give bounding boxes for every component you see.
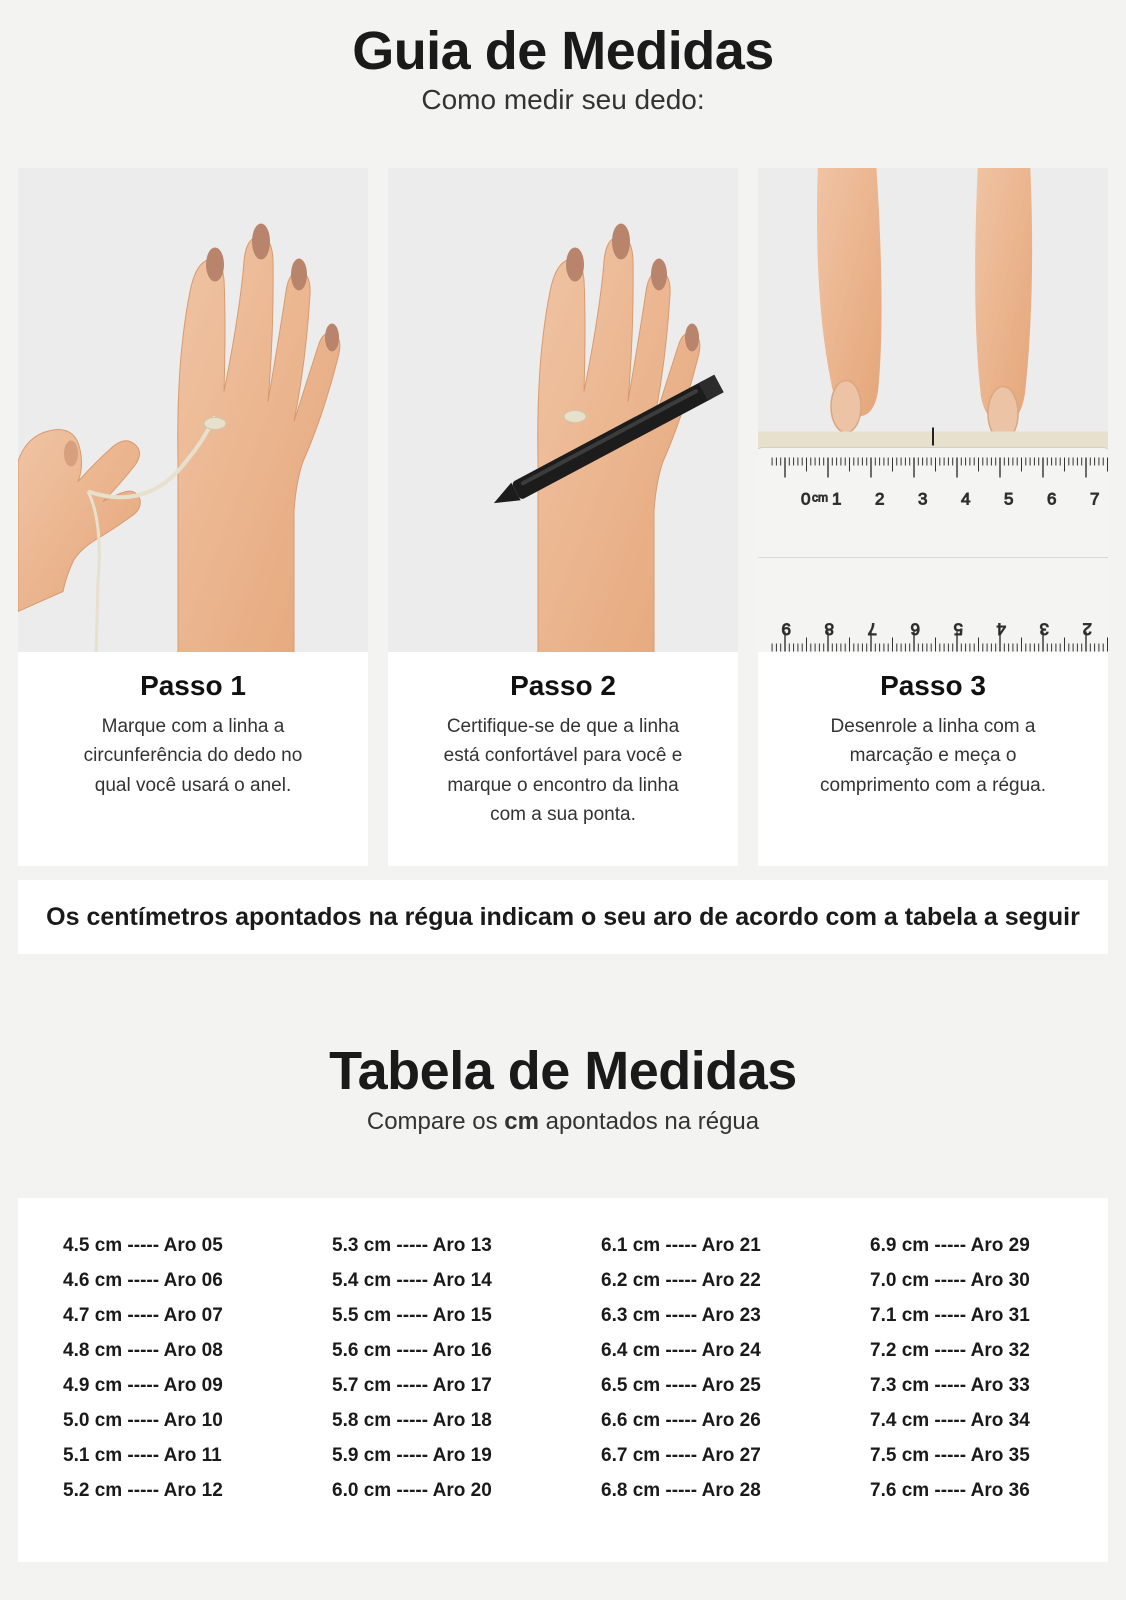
svg-text:2: 2 [1083, 620, 1092, 639]
svg-text:0: 0 [801, 490, 810, 509]
svg-text:4: 4 [961, 490, 970, 509]
svg-text:3: 3 [1040, 620, 1049, 639]
svg-text:1: 1 [832, 490, 841, 509]
svg-text:5: 5 [954, 620, 963, 639]
svg-text:6: 6 [1047, 490, 1056, 509]
svg-text:7: 7 [868, 620, 877, 639]
svg-text:cm: cm [812, 491, 828, 505]
svg-text:3: 3 [918, 490, 927, 509]
svg-text:4: 4 [997, 620, 1006, 639]
svg-text:6: 6 [911, 620, 920, 639]
svg-text:8: 8 [825, 620, 834, 639]
svg-text:2: 2 [875, 490, 884, 509]
svg-text:9: 9 [782, 620, 791, 639]
svg-text:7: 7 [1090, 490, 1099, 509]
svg-text:5: 5 [1004, 490, 1013, 509]
